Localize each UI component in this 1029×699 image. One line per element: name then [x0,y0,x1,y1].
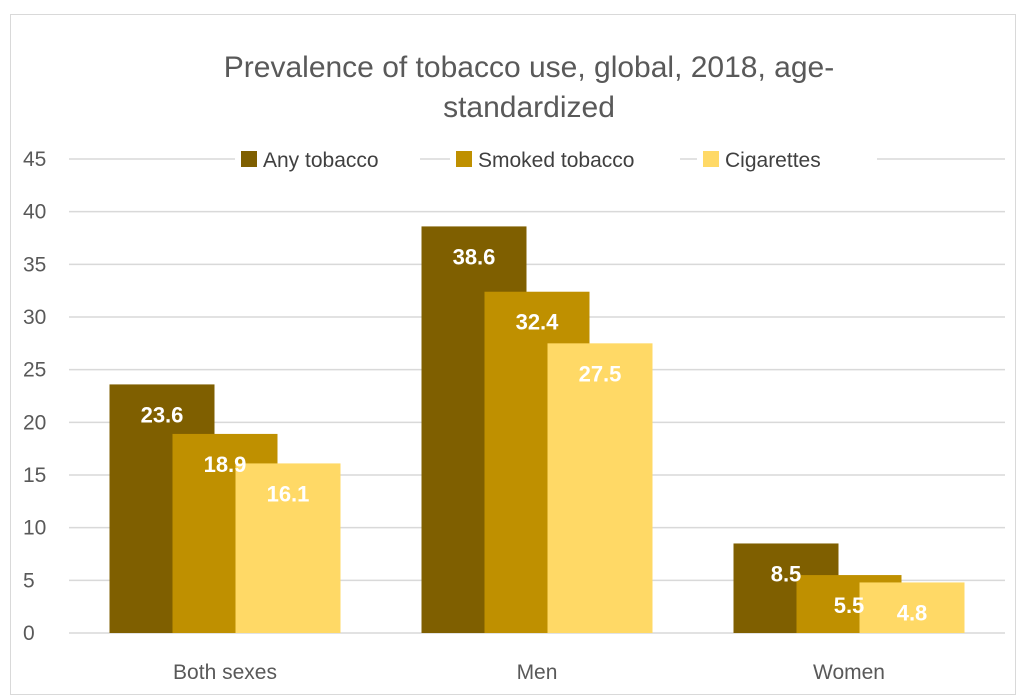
x-category-label: Men [517,661,558,684]
y-axis-ticks: 0 5 10 15 20 25 30 35 40 45 [23,148,46,645]
y-tick-label: 45 [23,148,46,171]
data-label: 32.4 [516,310,560,335]
chart-title-line-1: Prevalence of tobacco use, global, 2018,… [224,51,834,84]
x-category-label: Both sexes [173,661,277,684]
legend-backdrop [697,145,877,173]
bars [109,226,965,633]
bar [547,343,653,633]
data-label: 27.5 [579,361,622,386]
bar [235,463,341,633]
legend-label: Cigarettes [725,149,821,172]
y-tick-label: 15 [23,464,46,487]
data-label: 8.5 [771,561,802,586]
chart-frame: Prevalence of tobacco use, global, 2018,… [10,14,1016,695]
data-label: 23.6 [141,402,184,427]
bar-chart: Prevalence of tobacco use, global, 2018,… [23,51,1005,684]
y-tick-label: 40 [23,201,46,224]
data-label: 16.1 [267,481,310,506]
y-tick-label: 35 [23,253,46,276]
legend-backdrop [235,145,420,173]
x-axis-categories: Both sexes Men Women [173,661,885,684]
data-label: 5.5 [834,593,865,618]
bar [859,582,965,633]
y-tick-label: 10 [23,517,46,540]
legend-label: Smoked tobacco [478,149,634,172]
legend-swatch [241,151,257,167]
data-label: 38.6 [453,244,496,269]
legend-swatch [456,151,472,167]
legend: Any tobacco Smoked tobacco Cigarettes [235,145,877,173]
data-label: 18.9 [204,452,247,477]
y-tick-label: 25 [23,359,46,382]
y-tick-label: 5 [23,569,35,592]
data-label: 4.8 [897,600,928,625]
y-tick-label: 0 [23,622,35,645]
y-tick-label: 20 [23,411,46,434]
y-tick-label: 30 [23,306,46,329]
data-labels: 23.6 18.9 16.1 38.6 32.4 27.5 8.5 5.5 4.8 [141,244,928,625]
x-category-label: Women [813,661,885,684]
legend-label: Any tobacco [263,149,379,172]
chart-title: Prevalence of tobacco use, global, 2018,… [224,51,834,124]
legend-swatch [703,151,719,167]
legend-backdrop [450,145,680,173]
chart-title-line-2: standardized [443,91,615,124]
